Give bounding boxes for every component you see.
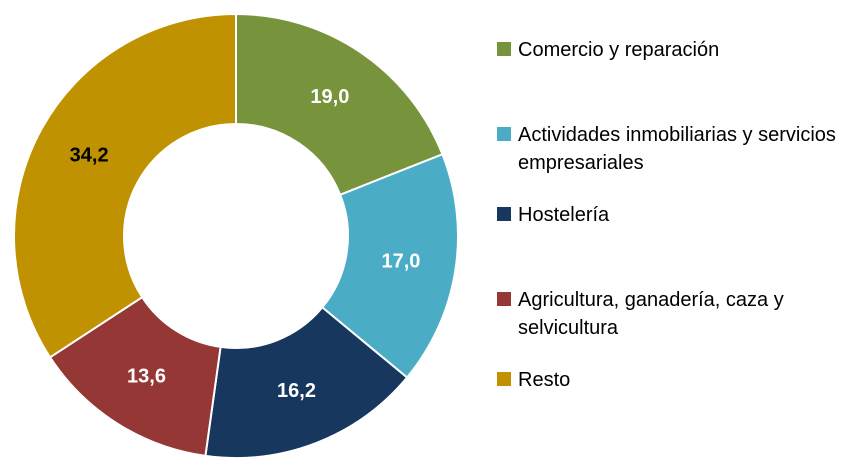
legend-item: Comercio y reparación — [497, 36, 853, 64]
legend-item: Resto — [497, 366, 853, 394]
data-label: 19,0 — [310, 86, 349, 108]
legend-label: Comercio y reparación — [518, 39, 720, 61]
legend-label: Hostelería — [518, 204, 610, 226]
data-label: 13,6 — [127, 365, 166, 387]
donut-slice — [48, 295, 222, 458]
legend-item: Actividades inmobiliarias y servicios em… — [497, 121, 853, 177]
data-label: 16,2 — [277, 380, 316, 402]
legend-swatch — [497, 42, 511, 56]
legend-label: Agricultura, ganadería, caza y selvicult… — [518, 289, 784, 339]
donut: 19,0 17,0 16,2 13,6 34,2 — [13, 12, 459, 458]
donut-slice — [204, 305, 409, 458]
donut-slice — [235, 12, 444, 197]
legend-item: Hostelería — [497, 201, 853, 229]
legend-swatch — [497, 207, 511, 221]
legend-swatch — [497, 372, 511, 386]
legend-swatch — [497, 127, 511, 141]
donut-slice — [13, 12, 237, 359]
legend-swatch — [497, 292, 511, 306]
legend-label: Actividades inmobiliarias y servicios em… — [518, 124, 836, 174]
legend-label: Resto — [518, 369, 571, 391]
donut-slice — [320, 152, 459, 379]
legend-item: Agricultura, ganadería, caza y selvicult… — [497, 286, 853, 342]
data-label: 34,2 — [70, 145, 109, 167]
data-label: 17,0 — [381, 250, 420, 272]
